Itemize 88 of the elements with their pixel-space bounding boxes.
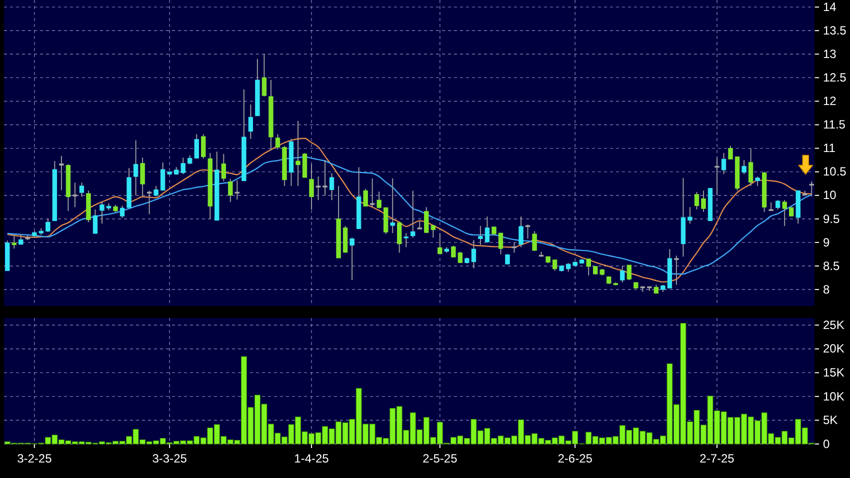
candlestick [688,206,692,224]
y-tick-label: 14 [823,0,837,14]
candlestick [694,192,700,210]
candlestick [275,134,280,150]
candlestick [376,191,382,210]
candlestick [59,155,64,191]
candlestick [79,182,84,198]
y-tick-label: 20K [823,342,844,356]
candlestick [728,145,733,160]
candlestick [221,153,226,182]
candlestick [72,182,78,208]
x-tick-label: 2-6-25 [558,452,593,466]
candlestick [262,54,267,98]
candlestick [296,120,300,186]
line-series [6,156,812,275]
candlestick [518,216,524,248]
candlestick [626,264,632,281]
y-tick-label: 11.5 [823,118,846,132]
candlestick [742,160,746,175]
candlestick [363,188,368,207]
candlestick [302,152,308,178]
y-tick-label: 11 [823,141,836,156]
candlestick [505,254,510,265]
candlestick [12,234,16,250]
candlestick [350,237,354,281]
candlestick [809,180,814,197]
y-tick-label: 12.5 [823,70,847,85]
candlestick [397,222,402,254]
candlestick [201,134,206,160]
candlestick [721,152,726,175]
candlestick [484,216,490,243]
candlestick [552,259,558,272]
x-tick-label: 3-2-25 [17,452,52,466]
candlestick [248,104,254,140]
y-tick-label: 10.5 [823,164,847,179]
y-tick-label: 10K [823,389,844,404]
candlestick [714,157,720,196]
y-tick-label: 13.5 [823,23,847,38]
candlestick [228,178,233,202]
candlestick [370,178,375,208]
candlestick [154,185,158,197]
y-tick-label: 13 [823,46,837,61]
candlestick [160,162,166,192]
candlestick [404,232,408,248]
y-tick-label: 9 [823,235,830,250]
candlestick [18,233,24,246]
candlestick [782,200,787,226]
candlestick [234,180,240,200]
candlestick [120,205,125,218]
y-tick-label: 10 [823,188,837,202]
y-tick-label: 15K [823,366,844,380]
candlestick [46,218,50,233]
candlestick [586,258,591,276]
candlestick [478,225,483,246]
y-tick-label: 8.5 [823,258,840,273]
candlestick [701,190,706,212]
y-tick-label: 8 [823,282,830,296]
y-tick-label: 0 [823,436,830,451]
y-tick-label: 5K [823,413,838,428]
candlestick [471,240,476,269]
candlestick [498,232,504,255]
x-tick-label: 3-3-25 [152,452,188,466]
candlestick [316,176,321,201]
y-tick-label: 25K [823,318,844,332]
candlestick [532,230,537,252]
y-tick-label: 9.5 [823,212,840,226]
candlestick [525,224,530,240]
candlestick [674,255,679,286]
x-tick-label: 2-7-25 [700,452,735,466]
candlestick [775,200,780,210]
candlestick [133,140,138,196]
candlestick [322,160,328,196]
candlestick [748,148,754,186]
candlestick [390,178,395,234]
x-tick-label: 2-5-25 [422,452,458,466]
candlestick [309,164,314,210]
candlestick [620,265,625,283]
line-series [6,138,812,283]
candlestick [329,172,334,201]
y-tick-label: 12 [823,94,837,108]
candlestick [410,190,416,238]
candlestick [438,232,442,254]
x-tick-label: 1-4-25 [294,452,330,466]
candlestick [146,190,152,215]
candlestick [140,157,145,197]
candlestick [100,200,104,224]
candlestick [755,176,760,186]
candlestick [92,208,98,234]
